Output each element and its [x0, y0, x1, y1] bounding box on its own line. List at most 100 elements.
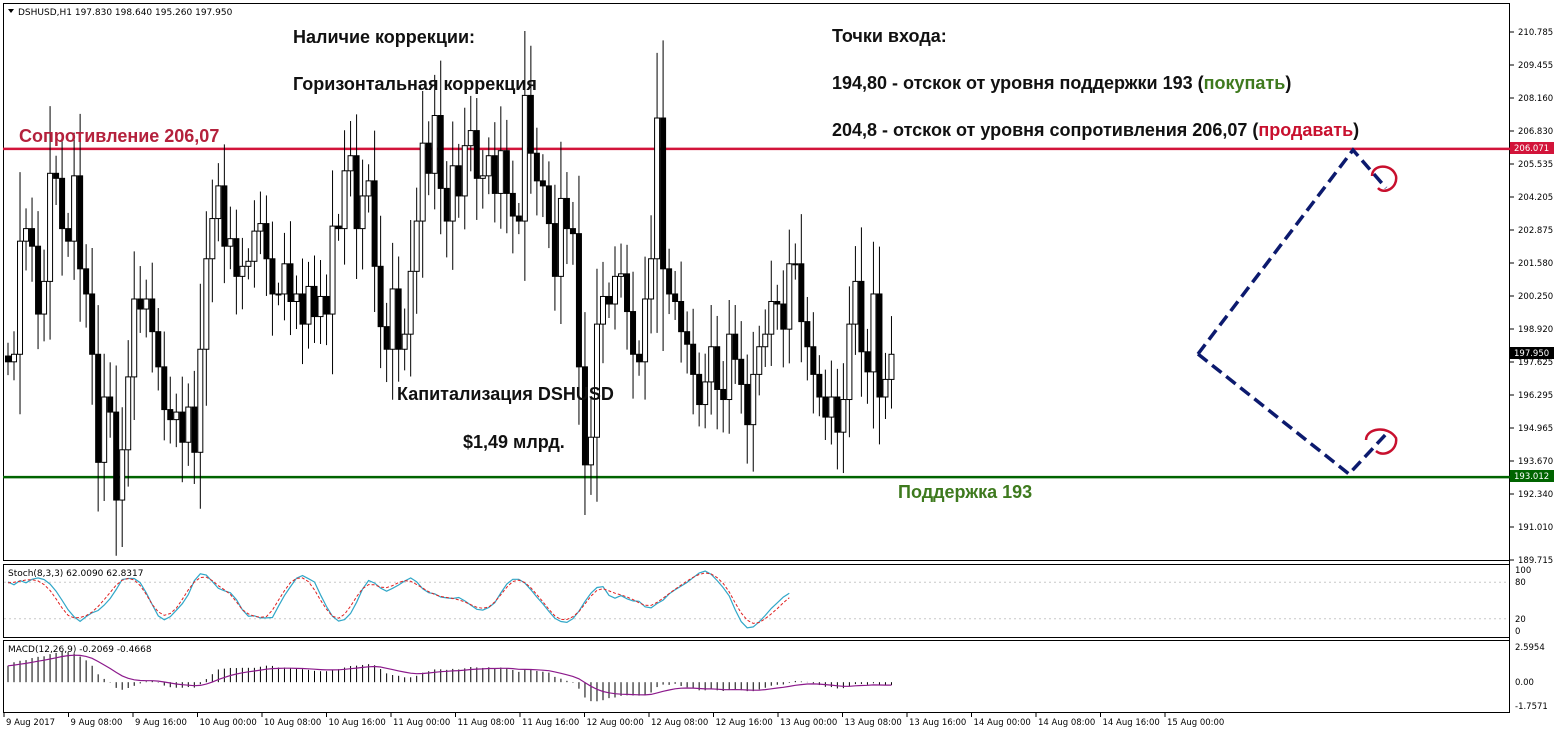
candle-bear [491, 155, 498, 194]
candle-bear [690, 343, 697, 375]
candle-bear [569, 228, 576, 235]
x-tick-label: 9 Aug 08:00 [71, 718, 123, 728]
y-tick-label: 200.250 [1518, 292, 1553, 302]
candle-bull [756, 346, 763, 375]
capitalization-value: $1,49 млрд. [463, 432, 565, 452]
projection-down-path [1196, 352, 1390, 477]
candle-bear [834, 396, 841, 433]
x-tick-label: 11 Aug 08:00 [458, 718, 515, 728]
candle-bear [383, 326, 390, 350]
candle-bear [443, 187, 450, 222]
candle-bull [257, 223, 264, 232]
candle-bear [804, 321, 811, 348]
candle-bear [678, 300, 685, 333]
candle-bear [59, 177, 66, 230]
candle-bear [696, 373, 703, 406]
x-tick-label: 14 Aug 08:00 [1038, 718, 1095, 728]
candle-bull [11, 353, 18, 363]
x-tick-label: 11 Aug 16:00 [522, 718, 579, 728]
candle-bear [563, 197, 570, 230]
x-tick-label: 13 Aug 00:00 [780, 718, 837, 728]
support-label: Поддержка 193 [898, 482, 1032, 502]
candle-bull [281, 263, 288, 295]
candle-bear [89, 293, 96, 355]
candle-bull [654, 117, 661, 260]
candle-bull [47, 172, 54, 282]
x-tick-label: 11 Aug 00:00 [393, 718, 450, 728]
candle-bull [599, 295, 606, 325]
candle-bear [533, 152, 540, 182]
candle-bear [473, 130, 480, 179]
candle-bull [197, 348, 204, 453]
candle-bull [479, 175, 486, 179]
candle-bear [167, 409, 174, 421]
candle-bull [119, 449, 126, 501]
candle-bull [618, 273, 625, 277]
candle-bull [125, 376, 132, 451]
candle-bear [551, 223, 558, 277]
stochastic-y-tick-label: 100 [1515, 566, 1531, 576]
macd-title: MACD(12,26,9) -0.2069 -0.4668 [8, 645, 152, 655]
capitalization-title: Капитализация DSHUSD [397, 384, 614, 404]
candle-bear [810, 346, 817, 375]
candle-bull [557, 197, 564, 277]
candle-bear [395, 288, 402, 350]
candle-bear [371, 180, 378, 267]
triangle-down-icon[interactable] [8, 9, 14, 13]
candle-bull [401, 333, 408, 350]
candle-bull [726, 333, 733, 401]
resistance-label: Сопротивление 206,07 [19, 126, 219, 146]
y-tick-label: 209.455 [1518, 61, 1553, 71]
bounce-markers [1364, 165, 1398, 455]
candle-bull [359, 195, 366, 230]
candle-bull [293, 293, 300, 302]
candle-bull [461, 145, 468, 197]
candle-bear [636, 353, 643, 363]
y-tick-label: 205.535 [1518, 160, 1553, 170]
support-price-tag-text: 193.012 [1514, 472, 1549, 482]
y-tick-label: 189.715 [1518, 556, 1553, 566]
stochastic-y-tick-label: 80 [1515, 578, 1526, 588]
candle-bull [407, 270, 414, 335]
candle-bear [65, 228, 72, 242]
x-tick-label: 9 Aug 2017 [6, 718, 55, 728]
candle-bear [738, 358, 745, 385]
candle-bull [389, 288, 396, 350]
candle-bull [227, 238, 234, 247]
candle-bull [882, 378, 889, 398]
candle-bear [581, 366, 588, 466]
candle-bear [684, 331, 691, 345]
candle-bull [612, 275, 619, 305]
candle-bull [341, 170, 348, 230]
candle-bear [455, 165, 462, 197]
candle-bear [149, 298, 156, 333]
y-tick-label: 191.010 [1518, 523, 1553, 533]
candle-bull [587, 436, 594, 466]
candle-bear [714, 346, 721, 390]
candle-bull [131, 298, 138, 378]
entry-buy-close: ) [1285, 73, 1291, 93]
x-tick-label: 10 Aug 00:00 [200, 718, 257, 728]
stochastic-main-line [7, 570, 790, 629]
entry-sell-close: ) [1353, 120, 1359, 140]
candle-bull [485, 155, 492, 177]
entry-buy-text: 194,80 - отскок от уровня поддержки 193 … [832, 73, 1204, 93]
y-tick-label: 202.875 [1518, 226, 1553, 236]
candle-bull [431, 115, 438, 174]
candle-bear [822, 396, 829, 418]
entry-sell-line: 204,8 - отскок от уровня сопротивления 2… [832, 120, 1359, 140]
candle-bull [593, 323, 600, 438]
candle-bear [425, 142, 432, 174]
candle-bear [161, 366, 168, 411]
candle-bear [221, 185, 228, 247]
candle-bear [630, 311, 637, 355]
sell-bounce-marker-icon [1370, 165, 1398, 193]
x-tick-label: 13 Aug 08:00 [845, 718, 902, 728]
y-tick-label: 208.160 [1518, 94, 1553, 104]
candle-bear [515, 215, 522, 222]
candle-bear [155, 331, 162, 368]
candle-bear [299, 293, 306, 325]
candle-bull [648, 258, 655, 300]
candle-bull [750, 373, 757, 426]
stochastic-y-tick-label: 20 [1515, 615, 1526, 625]
